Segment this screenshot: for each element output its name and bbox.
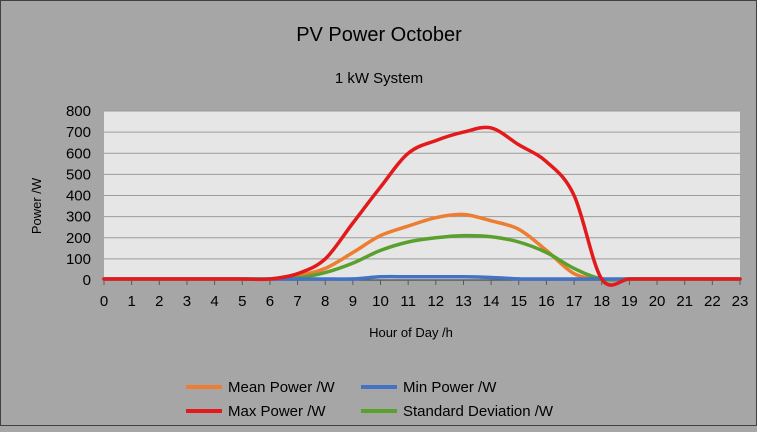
chart-subtitle: 1 kW System xyxy=(335,70,423,87)
x-tick-label: 19 xyxy=(621,293,638,310)
legend-entry: Min Power /W xyxy=(361,379,497,396)
legend-entry: Standard Deviation /W xyxy=(361,403,554,420)
x-tick-label: 13 xyxy=(455,293,472,310)
x-tick-label: 16 xyxy=(538,293,555,310)
chart-title: PV Power October xyxy=(296,24,462,46)
legend-entry: Max Power /W xyxy=(186,403,326,420)
y-tick-label: 0 xyxy=(83,272,91,289)
x-tick-label: 20 xyxy=(649,293,666,310)
x-axis-title: Hour of Day /h xyxy=(369,325,453,340)
x-tick-label: 14 xyxy=(483,293,500,310)
x-tick-label: 22 xyxy=(704,293,721,310)
x-tick-label: 11 xyxy=(400,293,416,310)
y-tick-label: 100 xyxy=(66,251,91,268)
x-tick-label: 12 xyxy=(427,293,444,310)
x-tick-label: 17 xyxy=(566,293,583,310)
x-tick-label: 1 xyxy=(127,293,135,310)
y-tick-label: 500 xyxy=(66,166,91,183)
x-tick-label: 9 xyxy=(349,293,357,310)
legend-label: Max Power /W xyxy=(228,403,326,420)
y-tick-label: 800 xyxy=(66,103,91,120)
y-tick-label: 400 xyxy=(66,188,91,205)
x-tick-label: 4 xyxy=(210,293,218,310)
y-tick-label: 200 xyxy=(66,230,91,247)
x-tick-label: 2 xyxy=(155,293,163,310)
y-tick-label: 600 xyxy=(66,145,91,162)
x-tick-label: 18 xyxy=(593,293,610,310)
x-tick-label: 23 xyxy=(732,293,749,310)
legend-label: Min Power /W xyxy=(403,379,497,396)
y-axis-title: Power /W xyxy=(29,177,44,234)
y-tick-label: 700 xyxy=(66,124,91,141)
x-tick-label: 8 xyxy=(321,293,329,310)
legend-entry: Mean Power /W xyxy=(186,379,336,396)
x-tick-label: 3 xyxy=(183,293,191,310)
legend-label: Mean Power /W xyxy=(228,379,336,396)
y-tick-label: 300 xyxy=(66,209,91,226)
legend: Mean Power /W Min Power /W Max Power /W Sta… xyxy=(186,379,554,420)
legend-label: Standard Deviation /W xyxy=(403,403,554,420)
x-tick-label: 15 xyxy=(510,293,527,310)
x-tick-label: 6 xyxy=(266,293,274,310)
x-tick-label: 0 xyxy=(100,293,108,310)
x-tick-label: 21 xyxy=(676,293,693,310)
x-tick-label: 10 xyxy=(372,293,389,310)
x-tick-label: 7 xyxy=(293,293,301,310)
x-tick-label: 5 xyxy=(238,293,246,310)
